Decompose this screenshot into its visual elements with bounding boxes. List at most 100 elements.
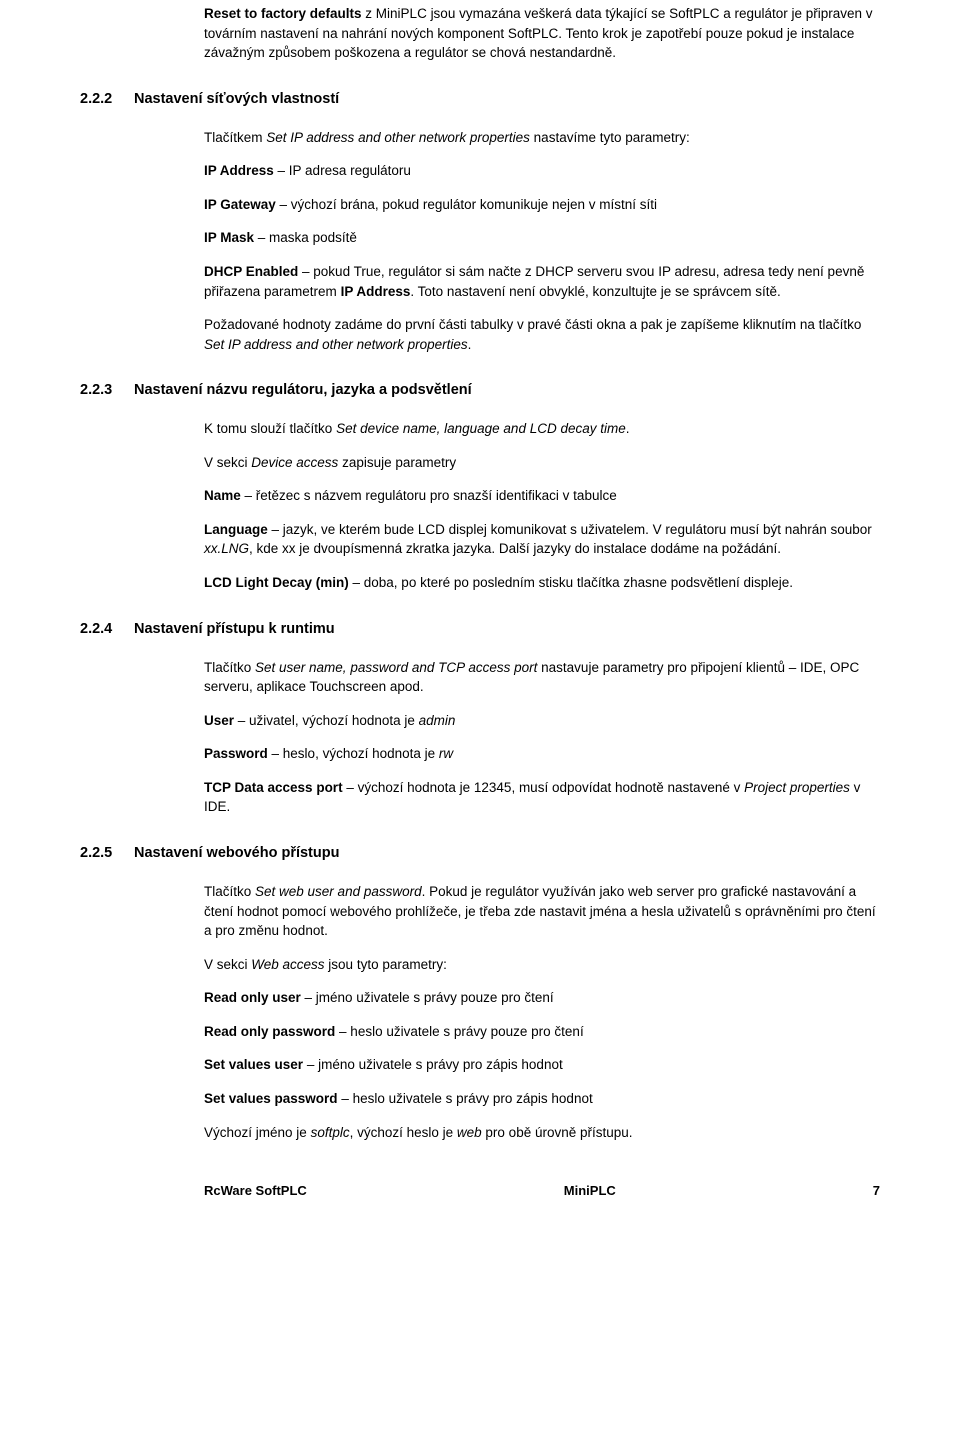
s224-p4: TCP Data access port – výchozí hodnota j…: [204, 778, 880, 817]
intro-block: Reset to factory defaults z MiniPLC jsou…: [204, 4, 880, 63]
s223-p3: Name – řetězec s názvem regulátoru pro s…: [204, 486, 880, 506]
s225-p5: Set values user – jméno uživatele s práv…: [204, 1055, 880, 1075]
text-italic: Web access: [251, 957, 324, 972]
text-bold: Language: [204, 522, 268, 537]
text-italic: xx.LNG: [204, 541, 249, 556]
text: zapisuje parametry: [338, 455, 456, 470]
text: .: [626, 421, 630, 436]
s223-p1: K tomu slouží tlačítko Set device name, …: [204, 419, 880, 439]
heading-title: Nastavení webového přístupu: [134, 845, 339, 861]
text: , výchozí heslo je: [350, 1125, 457, 1140]
s225-p7: Výchozí jméno je softplc, výchozí heslo …: [204, 1123, 880, 1143]
s223-p4: Language – jazyk, ve kterém bude LCD dis…: [204, 520, 880, 559]
text-italic: softplc: [311, 1125, 350, 1140]
text-italic: Set user name, password and TCP access p…: [255, 660, 537, 675]
text: Tlačítko: [204, 884, 255, 899]
text-bold: Set values user: [204, 1057, 303, 1072]
text: – výchozí brána, pokud regulátor komunik…: [276, 197, 657, 212]
s223-p2: V sekci Device access zapisuje parametry: [204, 453, 880, 473]
text-bold: TCP Data access port: [204, 780, 343, 795]
heading-num: 2.2.5: [80, 843, 134, 864]
text: – jméno uživatele s právy pouze pro čten…: [301, 990, 554, 1005]
text: – heslo, výchozí hodnota je: [268, 746, 439, 761]
text: Požadované hodnoty zadáme do první části…: [204, 317, 861, 332]
text-bold: DHCP Enabled: [204, 264, 298, 279]
footer-page-number: 7: [873, 1182, 880, 1201]
heading-num: 2.2.2: [80, 89, 134, 110]
heading-222: 2.2.2Nastavení síťových vlastností: [80, 89, 880, 110]
heading-223: 2.2.3Nastavení názvu regulátoru, jazyka …: [80, 380, 880, 401]
text-italic: Set IP address and other network propert…: [204, 337, 468, 352]
heading-num: 2.2.4: [80, 619, 134, 640]
text: – výchozí hodnota je 12345, musí odpovíd…: [343, 780, 745, 795]
s222-p5: DHCP Enabled – pokud True, regulátor si …: [204, 262, 880, 301]
text-bold: Name: [204, 488, 241, 503]
text: – IP adresa regulátoru: [274, 163, 411, 178]
text-bold: Set values password: [204, 1091, 338, 1106]
text: – uživatel, výchozí hodnota je: [234, 713, 419, 728]
section-222-body: Tlačítkem Set IP address and other netwo…: [204, 128, 880, 355]
text: V sekci: [204, 455, 251, 470]
text-italic: admin: [419, 713, 456, 728]
section-223-body: K tomu slouží tlačítko Set device name, …: [204, 419, 880, 592]
text: . Toto nastavení není obvyklé, konzultuj…: [410, 284, 780, 299]
text-italic: Set device name, language and LCD decay …: [336, 421, 626, 436]
text: pro obě úrovně přístupu.: [482, 1125, 633, 1140]
intro-bold: Reset to factory defaults: [204, 6, 362, 21]
text: nastavíme tyto parametry:: [530, 130, 690, 145]
footer-left: RcWare SoftPLC: [204, 1182, 307, 1201]
heading-224: 2.2.4Nastavení přístupu k runtimu: [80, 619, 880, 640]
document-page: Reset to factory defaults z MiniPLC jsou…: [0, 0, 960, 1231]
text-italic: Device access: [251, 455, 338, 470]
text-italic: web: [457, 1125, 482, 1140]
text: – maska podsítě: [254, 230, 357, 245]
text: – řetězec s názvem regulátoru pro snazší…: [241, 488, 617, 503]
heading-num: 2.2.3: [80, 380, 134, 401]
text: , kde xx je dvoupísmenná zkratka jazyka.…: [249, 541, 781, 556]
text: V sekci: [204, 957, 251, 972]
text-bold: Read only user: [204, 990, 301, 1005]
s222-p3: IP Gateway – výchozí brána, pokud regulá…: [204, 195, 880, 215]
s225-p3: Read only user – jméno uživatele s právy…: [204, 988, 880, 1008]
s222-p2: IP Address – IP adresa regulátoru: [204, 161, 880, 181]
section-224-body: Tlačítko Set user name, password and TCP…: [204, 658, 880, 817]
text: – jazyk, ve kterém bude LCD displej komu…: [268, 522, 872, 537]
section-225-body: Tlačítko Set web user and password. Poku…: [204, 882, 880, 1142]
heading-title: Nastavení názvu regulátoru, jazyka a pod…: [134, 382, 472, 398]
text: – doba, po které po posledním stisku tla…: [349, 575, 793, 590]
text-bold: IP Mask: [204, 230, 254, 245]
s222-p1: Tlačítkem Set IP address and other netwo…: [204, 128, 880, 148]
s225-p6: Set values password – heslo uživatele s …: [204, 1089, 880, 1109]
s225-p4: Read only password – heslo uživatele s p…: [204, 1022, 880, 1042]
text-bold: IP Gateway: [204, 197, 276, 212]
heading-225: 2.2.5Nastavení webového přístupu: [80, 843, 880, 864]
text: Tlačítkem: [204, 130, 266, 145]
s225-p2: V sekci Web access jsou tyto parametry:: [204, 955, 880, 975]
text: Výchozí jméno je: [204, 1125, 311, 1140]
text-italic: Set web user and password: [255, 884, 422, 899]
heading-title: Nastavení síťových vlastností: [134, 91, 339, 107]
text-bold: User: [204, 713, 234, 728]
text: Tlačítko: [204, 660, 255, 675]
s225-p1: Tlačítko Set web user and password. Poku…: [204, 882, 880, 941]
text: jsou tyto parametry:: [325, 957, 447, 972]
text-italic: Set IP address and other network propert…: [266, 130, 530, 145]
intro-paragraph: Reset to factory defaults z MiniPLC jsou…: [204, 4, 880, 63]
text: – heslo uživatele s právy pouze pro čten…: [335, 1024, 583, 1039]
text-italic: rw: [439, 746, 453, 761]
heading-title: Nastavení přístupu k runtimu: [134, 621, 335, 637]
page-footer: RcWare SoftPLC MiniPLC 7: [80, 1182, 880, 1201]
s224-p2: User – uživatel, výchozí hodnota je admi…: [204, 711, 880, 731]
s222-p6: Požadované hodnoty zadáme do první části…: [204, 315, 880, 354]
s224-p3: Password – heslo, výchozí hodnota je rw: [204, 744, 880, 764]
s222-p4: IP Mask – maska podsítě: [204, 228, 880, 248]
text: K tomu slouží tlačítko: [204, 421, 336, 436]
text-bold: IP Address: [204, 163, 274, 178]
s223-p5: LCD Light Decay (min) – doba, po které p…: [204, 573, 880, 593]
text-bold: IP Address: [341, 284, 411, 299]
text: – jméno uživatele s právy pro zápis hodn…: [303, 1057, 563, 1072]
text-bold: Password: [204, 746, 268, 761]
text-bold: LCD Light Decay (min): [204, 575, 349, 590]
text-bold: Read only password: [204, 1024, 335, 1039]
text: – heslo uživatele s právy pro zápis hodn…: [338, 1091, 593, 1106]
